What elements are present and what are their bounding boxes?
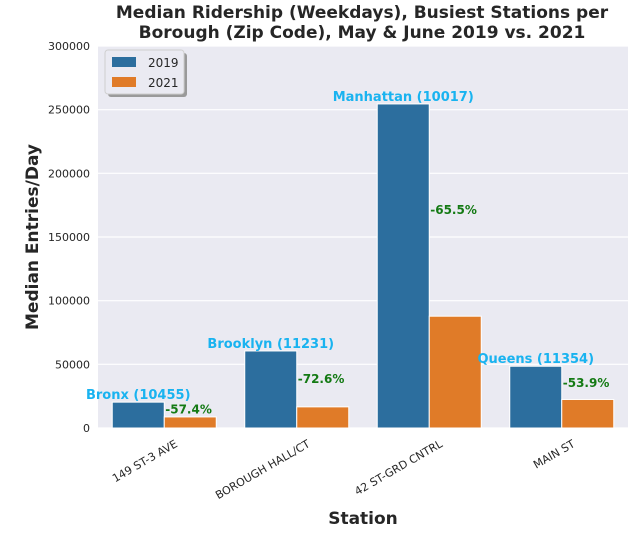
legend-swatch-2021 [112,77,136,87]
bar-2019-2 [376,103,430,429]
bar-2019-0 [111,401,165,429]
legend: 2019 2021 [104,49,187,97]
y-axis-label: Median Entries/Day [23,144,43,330]
chart-title-line-2: Borough (Zip Code), May & June 2019 vs. … [139,23,586,43]
y-tick-label: 250000 [48,104,90,117]
bar-2021-0 [163,416,217,429]
x-tick-label: 149 ST-3 AVE [110,437,180,485]
x-tick-label: BOROUGH HALL/CT [213,437,312,502]
y-tick-label: 150000 [48,231,90,244]
bar-2019-3 [509,365,563,429]
borough-label: Bronx (10455) [86,388,191,403]
y-tick-label: 0 [83,422,90,435]
y-tick-label: 200000 [48,167,90,180]
legend-label-2021: 2021 [148,76,179,90]
x-axis-label: Station [328,509,398,529]
pct-change-label: -57.4% [165,403,212,417]
pct-change-label: -65.5% [430,203,477,217]
pct-change-label: -53.9% [563,376,610,390]
bar-2021-2 [428,315,482,429]
borough-label: Brooklyn (11231) [207,337,334,352]
x-tick-label: MAIN ST [531,437,577,471]
bar-2021-3 [561,398,615,429]
y-tick-label: 50000 [55,358,90,371]
chart-title-line-1: Median Ridership (Weekdays), Busiest Sta… [116,3,609,23]
legend-label-2019: 2019 [148,56,179,70]
bar-2019-1 [244,350,298,429]
x-tick-label: 42 ST-GRD CNTRL [352,437,445,498]
y-tick-label: 300000 [48,40,90,53]
bar-2021-1 [296,406,350,429]
borough-label: Manhattan (10017) [333,90,474,105]
borough-label: Queens (11354) [477,352,594,367]
pct-change-label: -72.6% [298,372,345,386]
legend-swatch-2019 [112,57,136,67]
y-tick-label: 100000 [48,295,90,308]
